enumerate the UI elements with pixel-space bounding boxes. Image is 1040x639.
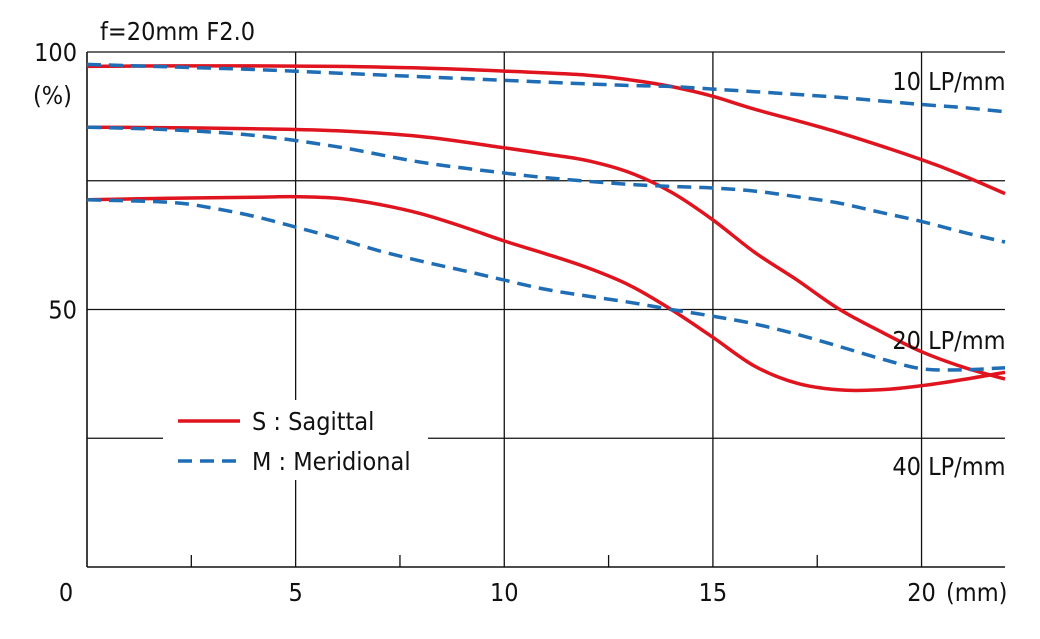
legend-box	[163, 400, 428, 480]
x-tick-labels: 0 5 10 15 20	[59, 578, 936, 607]
series-line-20-lp-mm-m	[86, 125, 1006, 244]
legend: S : Sagittal M : Meridional	[163, 400, 428, 480]
y-tick-label: 100	[34, 38, 77, 67]
annotation-label: 20 LP/mm	[892, 326, 1005, 355]
series-line-10-lp-mm-m	[86, 62, 1006, 114]
annotation-label: 40 LP/mm	[892, 452, 1005, 481]
x-axis-label: (mm)	[946, 578, 1007, 607]
x-tick-label: 10	[490, 578, 519, 607]
y-tick-label: 50	[48, 296, 77, 325]
series-lines	[86, 62, 1006, 393]
x-tick-label: 20	[907, 578, 936, 607]
series-line-40-lp-mm-m	[86, 198, 1006, 372]
series-line-40-lp-mm-s	[86, 194, 1006, 393]
x-tick-label: 15	[699, 578, 728, 607]
x-tick-label: 5	[288, 578, 302, 607]
series-line-20-lp-mm-s	[86, 125, 1006, 381]
axes	[86, 52, 1005, 568]
annotation-label: 10 LP/mm	[892, 67, 1005, 96]
series-annotations: 10 LP/mm 20 LP/mm 40 LP/mm	[892, 67, 1005, 481]
y-tick-labels: 50 100	[34, 38, 77, 325]
chart-title: f=20mm F2.0	[100, 17, 255, 46]
x-tick-label: 0	[59, 578, 73, 607]
legend-label-meridional: M : Meridional	[252, 447, 411, 476]
legend-label-sagittal: S : Sagittal	[252, 407, 374, 436]
y-axis-label: (%)	[33, 81, 72, 110]
grid	[87, 51, 1005, 567]
series-line-10-lp-mm-s	[86, 64, 1006, 196]
